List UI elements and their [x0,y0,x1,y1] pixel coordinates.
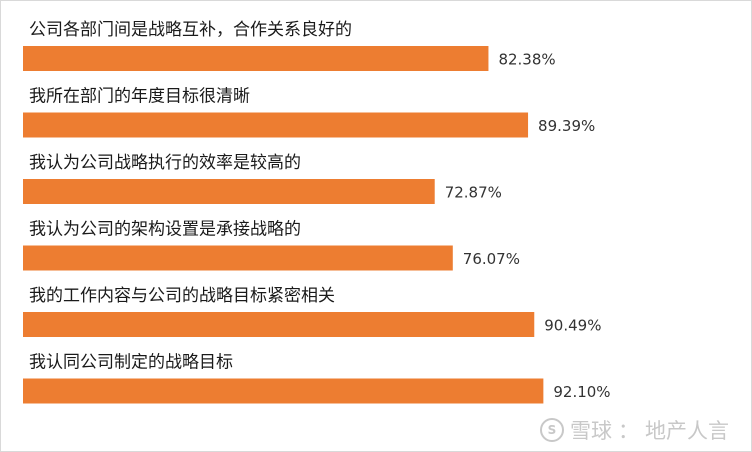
value-label: 90.49% [544,317,601,335]
value-label: 92.10% [553,383,610,401]
category-label: 我认为公司的架构设置是承接战略的 [29,220,301,240]
watermark-separator: ： [618,419,639,443]
bar [23,179,435,204]
watermark-author: 地产人言 [645,419,729,443]
snowball-logo-icon: S [540,418,564,442]
bar [23,378,544,404]
value-label: 89.39% [538,117,595,135]
category-label: 我认为公司战略执行的效率是较高的 [29,153,301,173]
category-label: 我认同公司制定的战略目标 [29,353,233,373]
watermark: S 雪球：地产人言 [540,415,729,445]
bar [23,245,453,271]
value-label: 82.38% [498,51,555,69]
watermark-brand: 雪球 [570,419,612,443]
bar [23,46,489,71]
category-label: 我所在部门的年度目标很清晰 [29,87,250,107]
category-label: 公司各部门间是战略互补，合作关系良好的 [29,20,352,40]
bar [23,312,535,337]
value-label: 72.87% [445,184,502,202]
category-label: 我的工作内容与公司的战略目标紧密相关 [29,286,335,306]
value-label: 76.07% [463,250,520,268]
bar [23,112,529,138]
